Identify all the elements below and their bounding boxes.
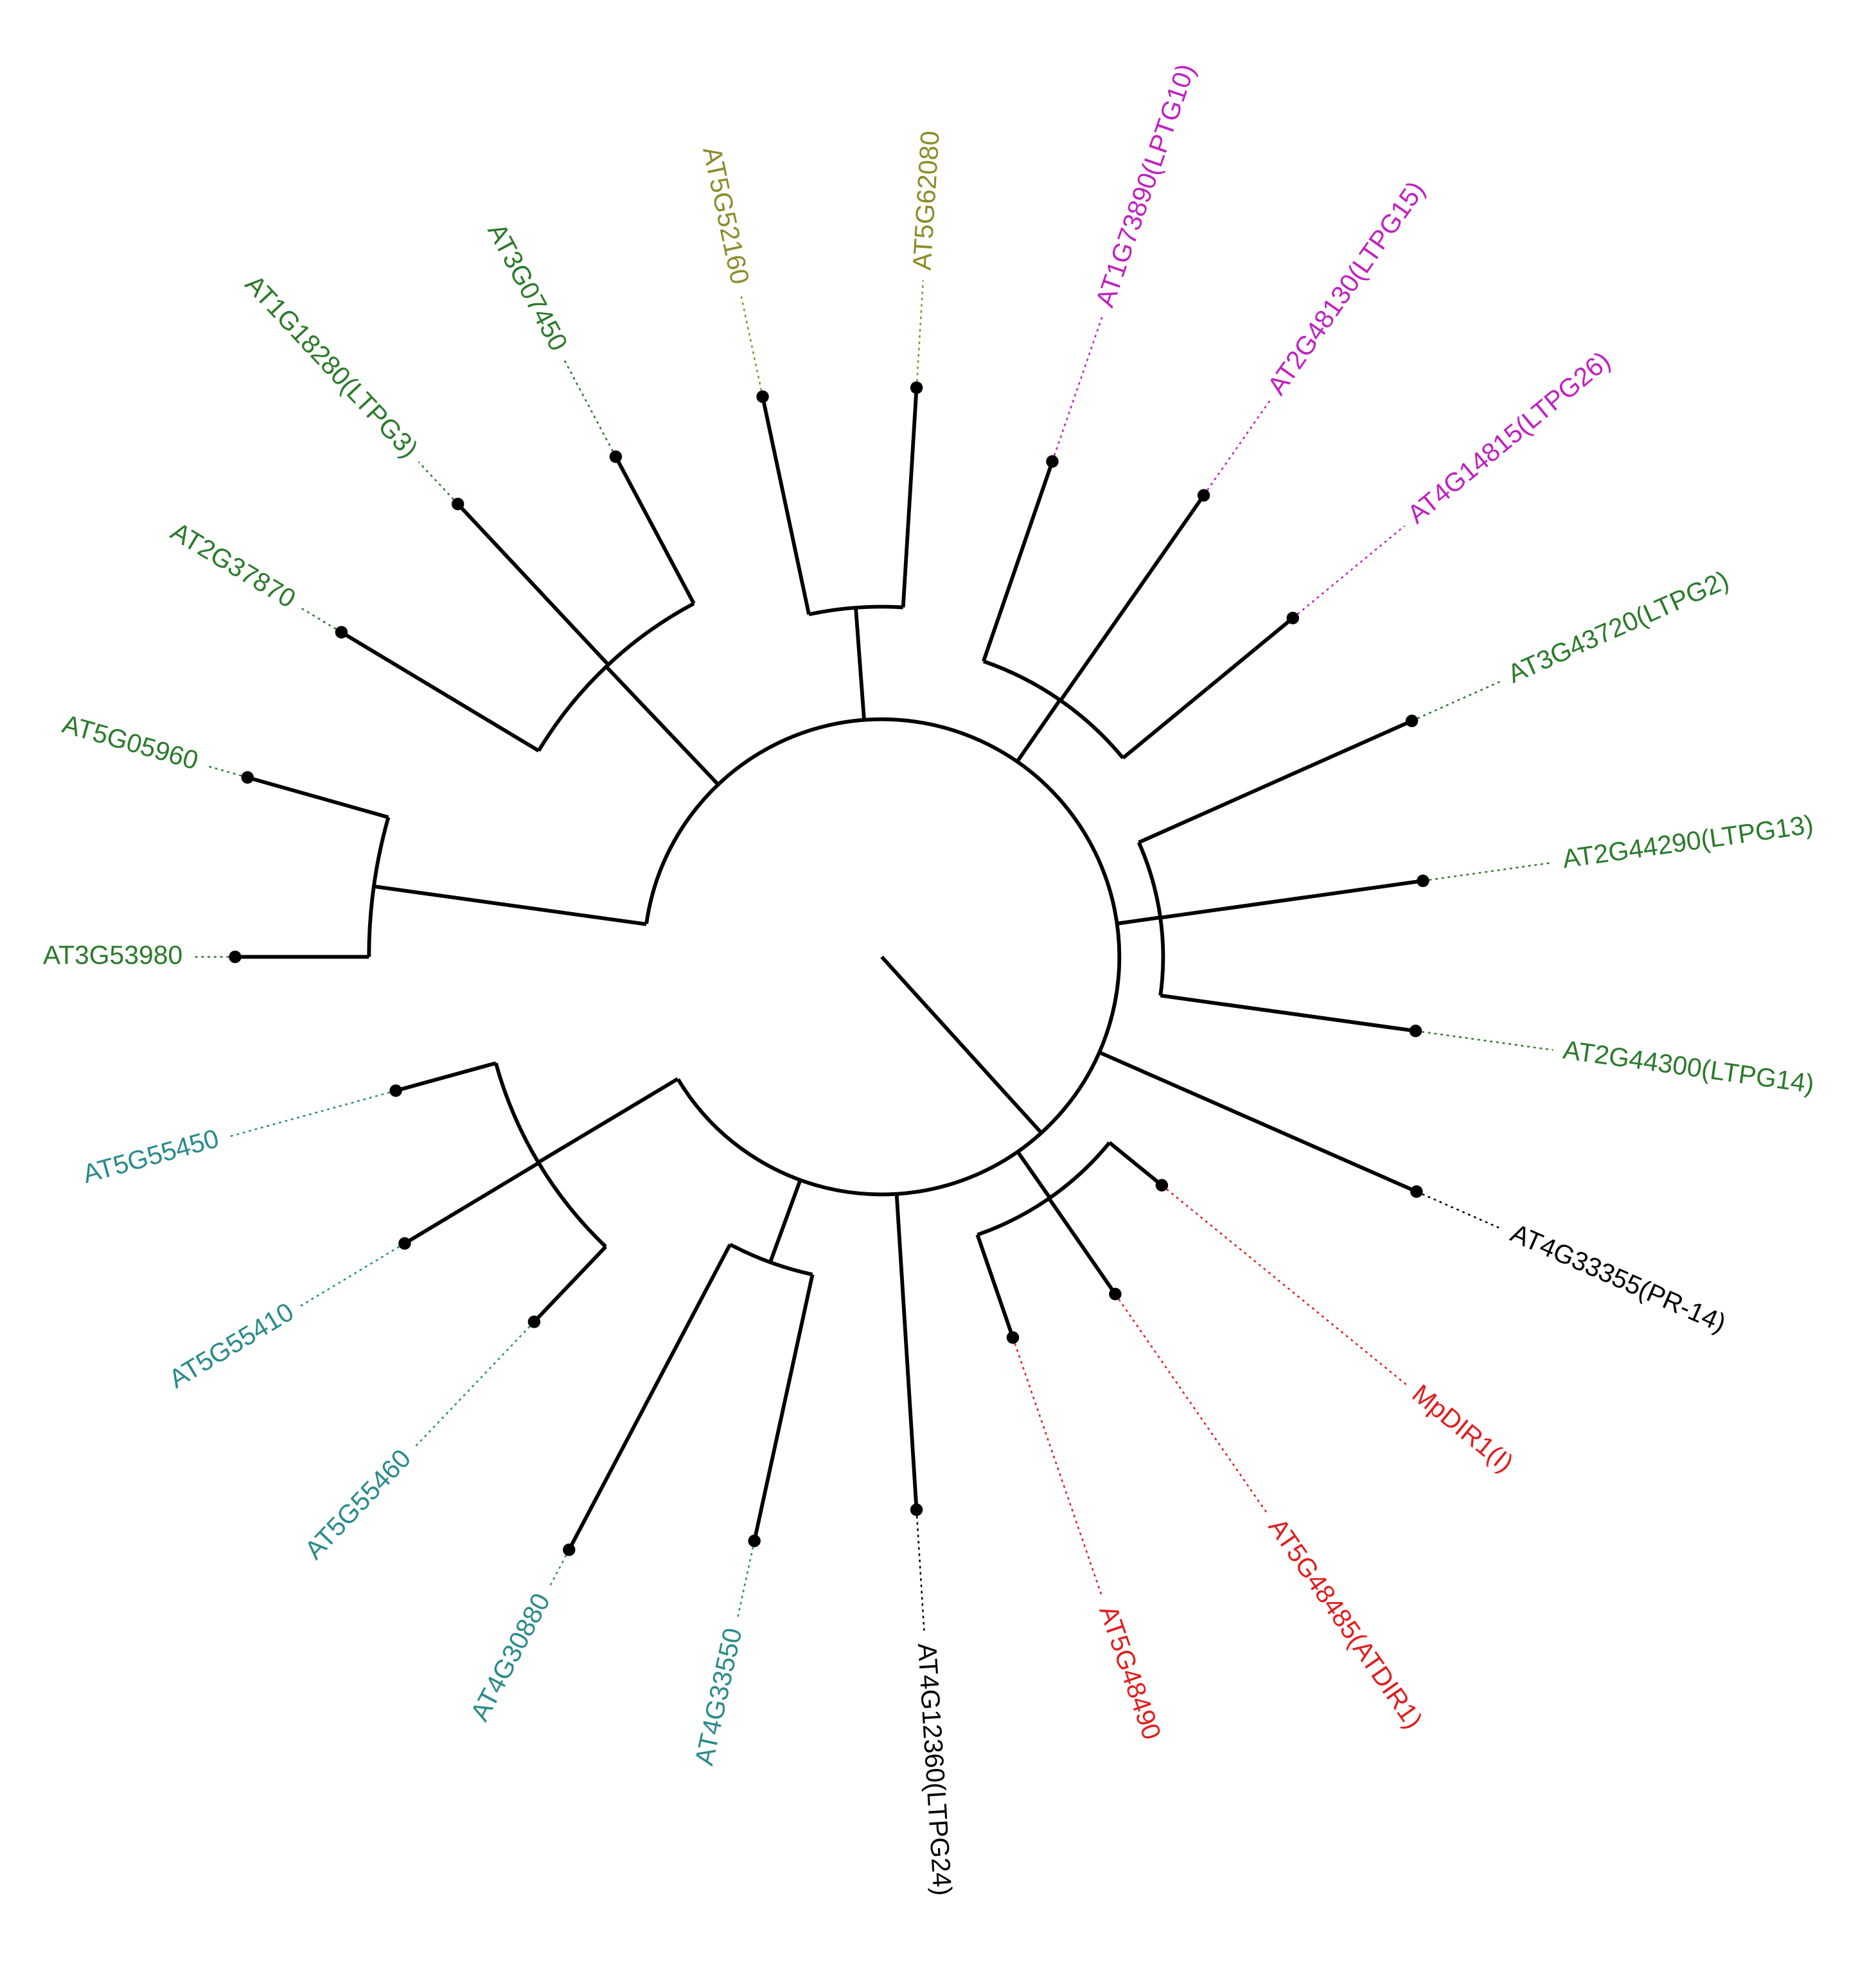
leaf-node: [335, 626, 348, 639]
leaf-connector: [916, 1510, 925, 1634]
leaf-branch: [614, 455, 696, 604]
leaf-branch: [1138, 719, 1413, 845]
leaf-branch: [1160, 879, 1424, 920]
leaf-node: [527, 1315, 541, 1328]
clade-stem: [605, 665, 720, 786]
leaf-node: [1046, 455, 1059, 468]
leaf-node: [389, 1084, 402, 1097]
leaf-connector: [300, 607, 342, 633]
leaf-node: [910, 381, 923, 394]
leaf-branch: [1122, 616, 1295, 760]
leaf-node: [1409, 1025, 1422, 1037]
leaf-branch: [456, 502, 610, 666]
leaf-connector: [413, 1321, 535, 1449]
leaf-node: [451, 497, 465, 511]
leaf-branch: [1047, 1197, 1117, 1296]
clade-arc: [367, 816, 391, 957]
leaf-node: [241, 771, 254, 784]
clade-arc: [808, 604, 903, 617]
clade-arc: [982, 659, 1125, 759]
leaf-branch: [894, 1194, 919, 1510]
leaf-node: [1197, 489, 1210, 502]
leaf-connector: [206, 765, 248, 779]
leaf-connector: [227, 1089, 396, 1138]
leaf-node: [609, 450, 623, 463]
leaf-branch: [975, 1234, 1015, 1339]
leaf-node: [1405, 714, 1419, 727]
clade-stem: [1117, 915, 1161, 926]
leaf-node: [756, 390, 769, 403]
clade-stem: [1016, 1150, 1052, 1199]
leaf-connector: [739, 294, 764, 397]
leaf-branch: [247, 775, 389, 820]
clade-stem: [373, 885, 647, 926]
leaf-connector: [1051, 315, 1104, 462]
leaf-node: [1410, 1185, 1423, 1198]
clade-stem: [537, 1077, 679, 1165]
clade-stem: [854, 607, 866, 720]
leaf-node: [1155, 1179, 1169, 1192]
leaf-branch: [340, 630, 540, 753]
leaf-connector: [1161, 1185, 1408, 1386]
leaf-branch: [982, 461, 1054, 662]
clade-arc: [494, 1062, 607, 1248]
backbone-arc: [644, 717, 1122, 1197]
leaf-branch: [533, 1245, 607, 1323]
leaf-connector: [548, 1549, 570, 1588]
leaf-node: [563, 1543, 576, 1556]
leaf-connector: [916, 280, 925, 388]
leaf-node: [1109, 1287, 1122, 1301]
clade-stem: [1015, 699, 1062, 763]
leaf-node: [398, 1237, 411, 1250]
clade-stem: [768, 1179, 802, 1264]
leaf-connector: [736, 1540, 756, 1619]
leaf-branch: [403, 1161, 540, 1246]
leaf-label: AT3G53980: [43, 940, 182, 969]
leaf-branch: [1098, 1050, 1417, 1194]
leaf-connector: [1203, 400, 1271, 496]
leaf-connector: [1415, 1030, 1553, 1051]
clade-arc: [729, 1242, 813, 1276]
clade-arc: [977, 1141, 1111, 1237]
leaf-branch: [1108, 1141, 1164, 1187]
leaf-node: [229, 950, 242, 964]
leaf-branch: [901, 387, 919, 608]
leaf-node: [748, 1535, 761, 1547]
leaf-branch: [752, 1274, 815, 1542]
clade-arc: [536, 601, 695, 752]
leaf-branch: [567, 1243, 732, 1551]
leaf-node: [1417, 874, 1429, 887]
leaf-connector: [300, 1242, 405, 1307]
leaf-node: [1286, 612, 1300, 624]
leaf-branch: [761, 396, 811, 615]
leaf-connector: [1292, 525, 1406, 619]
leaf-branch: [1160, 993, 1416, 1033]
leaf-node: [1006, 1331, 1020, 1344]
root-branch: [880, 955, 1043, 1134]
leaf-node: [910, 1503, 923, 1516]
leaf-branch: [1059, 494, 1205, 702]
leaf-branch: [395, 1061, 497, 1093]
